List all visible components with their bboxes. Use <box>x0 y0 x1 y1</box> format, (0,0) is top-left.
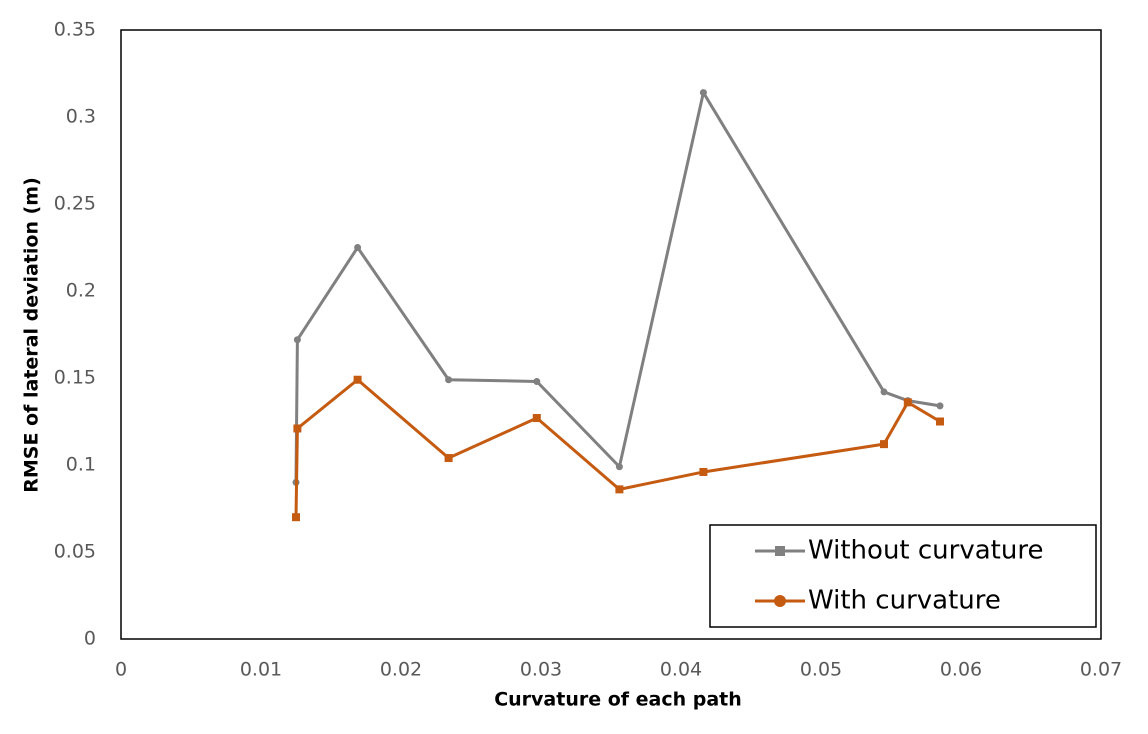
data-point <box>354 244 362 251</box>
data-point <box>936 402 944 410</box>
y-tick-label: 0 <box>84 628 96 650</box>
legend-box <box>709 524 1097 628</box>
data-point <box>293 336 301 344</box>
y-tick-label: 0.15 <box>54 367 96 389</box>
series-line <box>294 88 941 483</box>
y-axis-title: RMSE of lateral deviation (m) <box>21 177 43 493</box>
y-tick-label: 0.05 <box>54 541 96 563</box>
y-tick-label: 0.35 <box>54 19 96 41</box>
x-tick-label: 0.04 <box>660 659 702 681</box>
data-point <box>880 388 888 396</box>
x-tick-label: 0 <box>115 659 127 681</box>
y-tick-label: 0.2 <box>66 280 96 302</box>
y-tick-label: 0.3 <box>66 106 96 128</box>
plot-frame <box>120 29 1102 640</box>
y-tick-label: 0.25 <box>54 193 96 215</box>
x-tick-label: 0.03 <box>520 659 562 681</box>
data-point <box>444 454 453 463</box>
data-point <box>353 375 362 384</box>
data-point <box>532 414 541 423</box>
data-point <box>533 377 541 385</box>
data-point <box>936 417 944 426</box>
x-tick-label: 0.01 <box>240 659 282 681</box>
legend-label: Without curvature <box>808 536 1043 566</box>
x-axis-title: Curvature of each path <box>494 689 742 711</box>
data-point <box>615 463 623 471</box>
x-tick-label: 0.07 <box>1080 659 1122 681</box>
x-tick-label: 0.06 <box>940 659 982 681</box>
legend-marker <box>774 595 786 607</box>
legend-marker <box>775 546 785 556</box>
x-tick-label: 0.02 <box>380 659 422 681</box>
y-tick-label: 0.1 <box>66 454 96 476</box>
data-point <box>699 89 707 97</box>
legend-label: With curvature <box>808 586 1001 616</box>
data-point <box>699 467 708 476</box>
data-point <box>903 398 912 407</box>
data-point <box>615 485 624 494</box>
data-point <box>880 440 888 449</box>
data-point <box>445 376 453 384</box>
data-point <box>292 513 300 522</box>
data-point <box>293 424 302 433</box>
series-line <box>294 377 941 518</box>
x-tick-label: 0.05 <box>800 659 842 681</box>
